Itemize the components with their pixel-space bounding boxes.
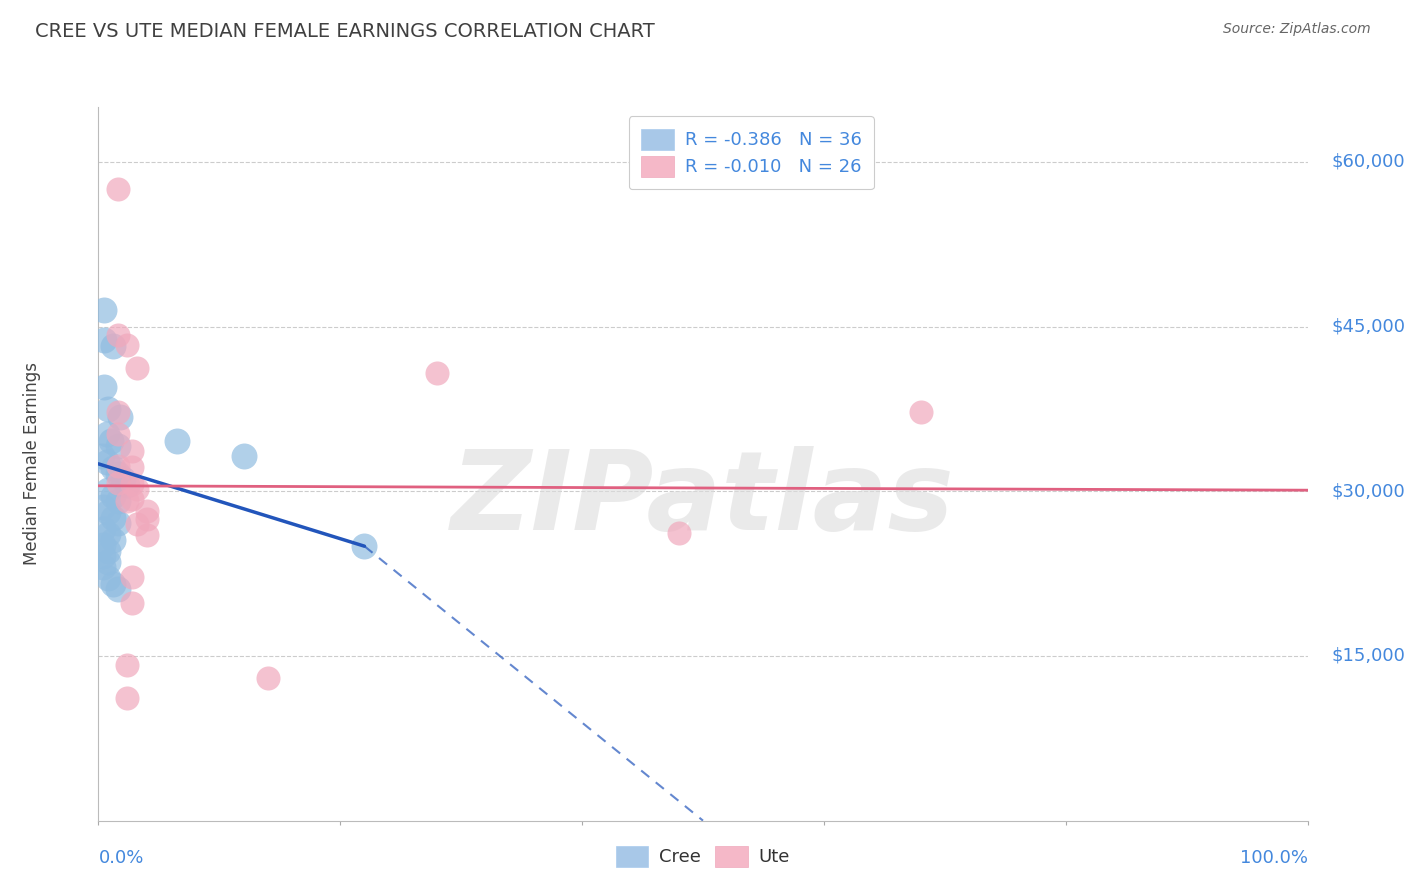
Point [91,560,114,574]
Point [97,505,120,519]
Point [117,494,139,508]
Point [107,182,129,196]
Point [135,512,157,526]
Point [107,439,129,453]
Point [96,455,118,469]
Point [93,333,115,347]
Point [107,582,129,596]
Point [127,482,149,496]
Point [91,538,114,552]
Point [107,516,129,530]
Text: $45,000: $45,000 [1331,318,1406,335]
Point [97,543,120,558]
Point [910,405,932,419]
Point [107,475,129,490]
Point [93,303,115,318]
Point [127,361,149,376]
Text: $60,000: $60,000 [1331,153,1406,171]
Point [101,339,124,353]
Point [101,461,124,475]
Point [135,528,157,542]
Text: CREE VS UTE MEDIAN FEMALE EARNINGS CORRELATION CHART: CREE VS UTE MEDIAN FEMALE EARNINGS CORRE… [35,22,655,41]
Point [107,328,129,343]
Point [121,570,143,584]
Point [97,555,120,569]
Text: 100.0%: 100.0% [1240,849,1308,867]
Point [256,671,278,685]
Point [166,434,188,448]
Point [353,539,375,553]
Text: Median Female Earnings: Median Female Earnings [22,362,41,566]
Point [135,504,157,518]
Point [232,449,254,463]
Point [93,380,115,394]
Point [668,526,690,541]
Point [101,533,124,547]
Point [117,657,139,672]
Point [97,527,120,541]
Point [121,460,143,475]
Point [108,409,131,424]
Point [117,477,139,491]
Point [101,510,124,524]
Point [97,571,120,585]
Point [107,405,129,419]
Point [121,596,143,610]
Point [91,549,114,563]
Point [101,576,124,591]
Point [121,491,143,506]
Point [97,483,120,498]
Point [107,494,129,508]
Point [426,366,449,380]
Point [107,467,129,481]
Point [107,458,129,473]
Point [101,489,124,503]
Point [127,517,149,532]
Point [107,427,129,442]
Legend: Cree, Ute: Cree, Ute [607,837,799,876]
Point [111,472,134,486]
Point [91,522,114,536]
Point [91,449,114,463]
Point [91,500,114,514]
Point [121,476,143,491]
Point [117,690,139,705]
Point [117,338,139,352]
Point [97,401,120,416]
Text: ZIPatlas: ZIPatlas [451,446,955,553]
Text: Source: ZipAtlas.com: Source: ZipAtlas.com [1223,22,1371,37]
Text: $30,000: $30,000 [1331,483,1406,500]
Text: $15,000: $15,000 [1331,647,1406,665]
Point [100,434,122,448]
Point [96,427,118,442]
Point [121,443,143,458]
Text: 0.0%: 0.0% [98,849,143,867]
